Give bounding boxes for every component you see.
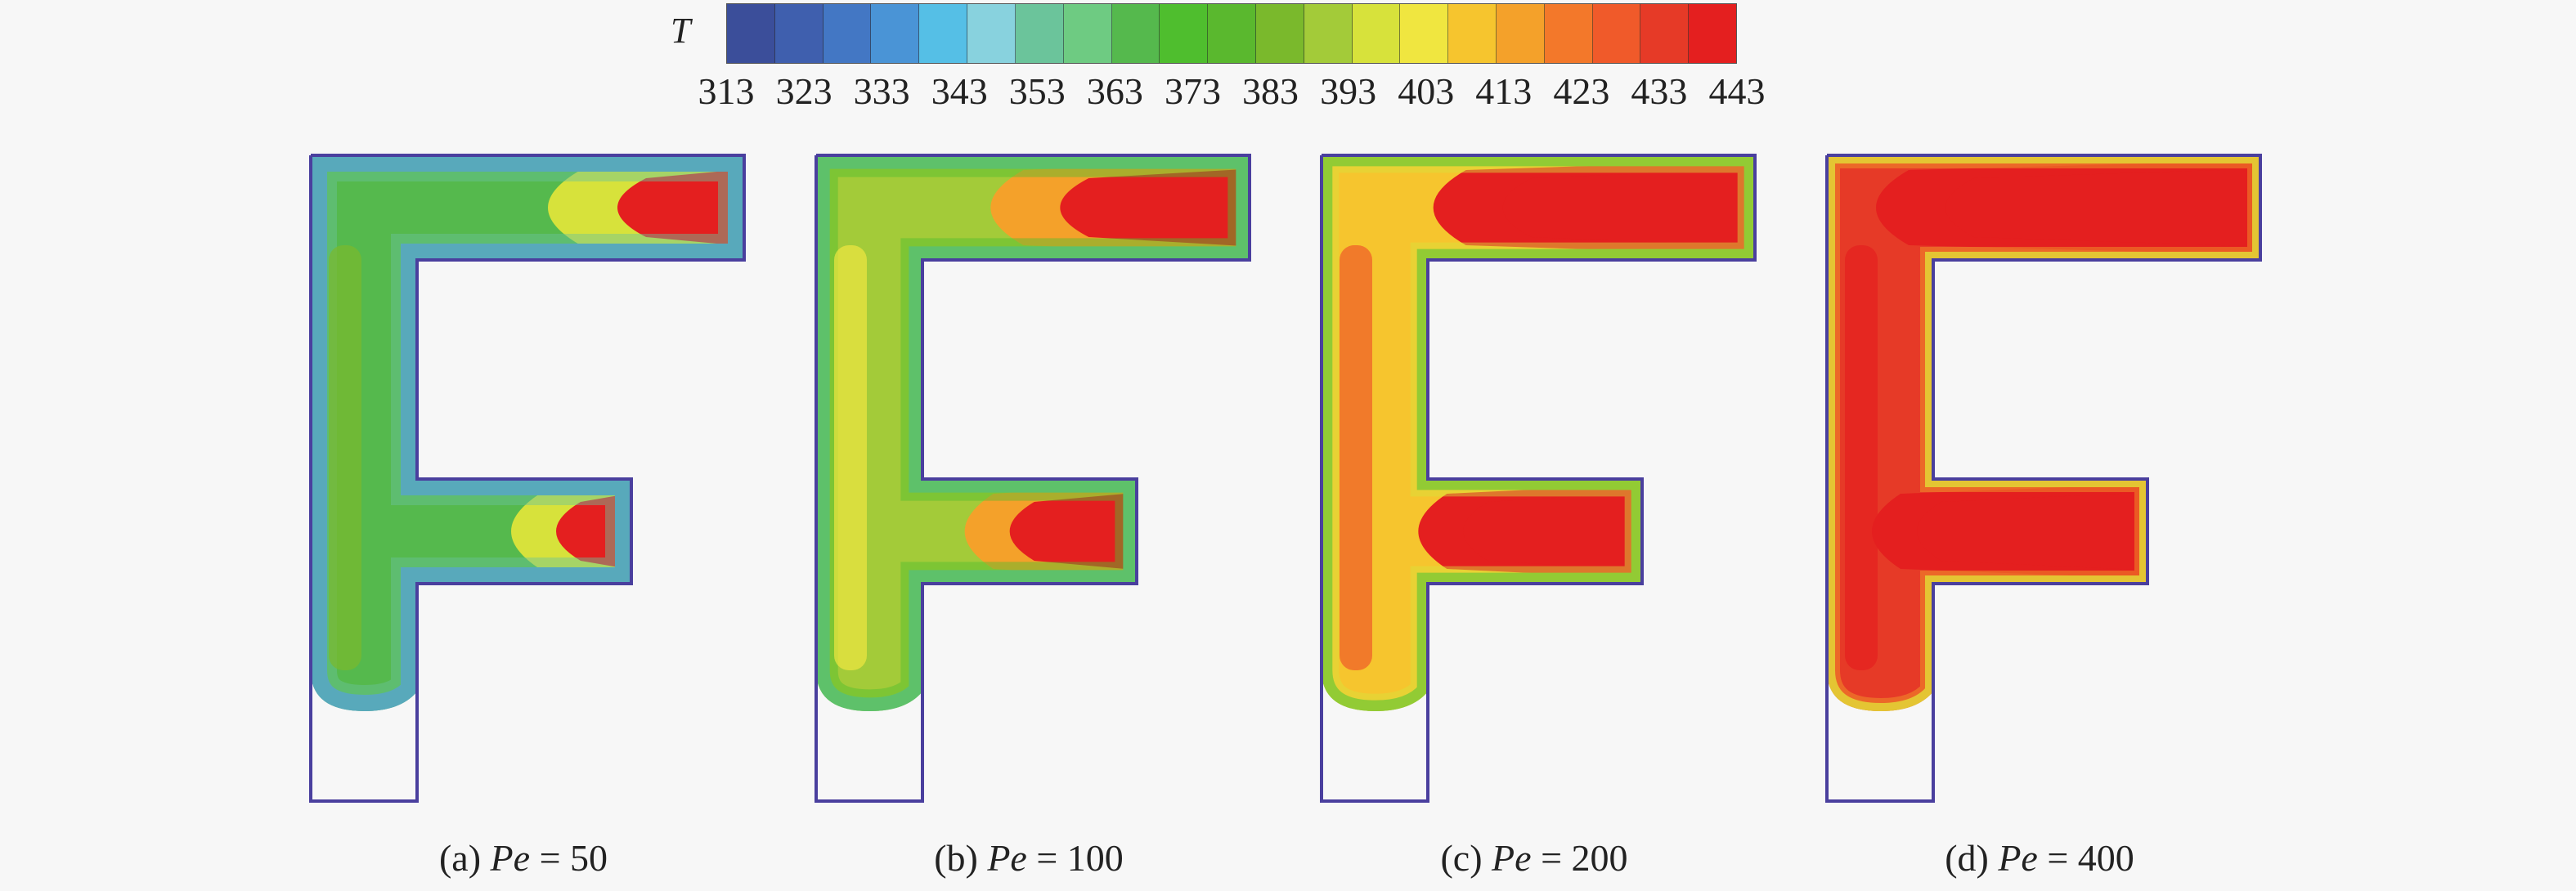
temperature-field: [1322, 155, 1755, 711]
colorbar-tick-label: 363: [1086, 70, 1143, 112]
colorbar-segment: [823, 4, 872, 63]
caption-a: (a) Pe = 50: [438, 837, 608, 879]
colorbar-segment: [774, 4, 824, 63]
colorbar-segment: [871, 4, 920, 63]
domain-outline: [1825, 154, 2262, 803]
caption-c: (c) Pe = 200: [1440, 837, 1628, 879]
colorbar-tick-label: 373: [1164, 70, 1221, 112]
colorbar-segment: [1063, 4, 1112, 63]
colorbar-segment: [1544, 4, 1593, 63]
colorbar-segment: [1400, 4, 1449, 63]
colorbar-tick-label: 403: [1398, 70, 1455, 112]
colorbar-segment: [1208, 4, 1256, 63]
colorbar-tick-label: 413: [1475, 70, 1533, 112]
temperature-field: [1827, 155, 2260, 711]
colorbar-tick-label: 343: [931, 70, 988, 112]
colorbar-tick-label: 353: [1008, 70, 1066, 112]
colorbar-segment: [1689, 4, 1737, 63]
contour-panel-2: [815, 154, 1251, 803]
colorbar-segment: [1640, 4, 1690, 63]
colorbar-segment: [1592, 4, 1641, 63]
colorbar-segment: [919, 4, 968, 63]
colorbar-tick-label: 313: [698, 70, 755, 112]
contour-panel-1: [309, 154, 746, 803]
colorbar-segment: [1448, 4, 1497, 63]
contour-panel-3: [1320, 154, 1757, 803]
colorbar-tick-label: 443: [1708, 70, 1766, 112]
colorbar-tick-label: 323: [775, 70, 832, 112]
colorbar-segment: [967, 4, 1016, 63]
colorbar-segment: [1111, 4, 1160, 63]
contour-panels: [309, 154, 2262, 803]
caption-d: (d) Pe = 400: [1945, 837, 2134, 879]
colorbar-segment: [1015, 4, 1064, 63]
colorbar-label: T: [671, 11, 691, 51]
colorbar-tick-label: 423: [1553, 70, 1610, 112]
colorbar-tick-label: 383: [1242, 70, 1299, 112]
domain-outline: [309, 154, 746, 803]
caption-b: (b) Pe = 100: [934, 837, 1124, 879]
colorbar-segment: [1304, 4, 1353, 63]
colorbar-segment: [1255, 4, 1304, 63]
contour-panel-4: [1825, 154, 2262, 803]
colorbar: [726, 3, 1737, 64]
domain-outline: [1320, 154, 1757, 803]
colorbar-ticks: 313 323 333 343 353 363 373 383 393 403 413 423 433 4…: [0, 69, 2576, 114]
temperature-field: [311, 155, 744, 711]
temperature-field: [816, 155, 1250, 711]
colorbar-segment: [1160, 4, 1209, 63]
colorbar-tick-label: 333: [853, 70, 910, 112]
colorbar-segment: [1497, 4, 1545, 63]
colorbar-tick-label: 433: [1631, 70, 1688, 112]
colorbar-tick-label: 393: [1320, 70, 1377, 112]
domain-outline: [815, 154, 1251, 803]
colorbar-segment: [1352, 4, 1401, 63]
colorbar-segment: [727, 4, 775, 63]
